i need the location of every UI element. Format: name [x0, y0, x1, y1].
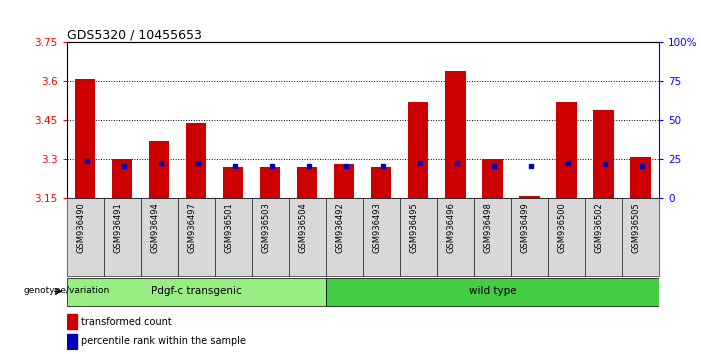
Bar	[67, 314, 77, 329]
Bar	[326, 278, 659, 306]
Text: percentile rank within the sample: percentile rank within the sample	[81, 336, 247, 346]
Bar	[482, 159, 503, 198]
Bar	[186, 123, 206, 198]
Text: GSM936500: GSM936500	[557, 202, 566, 253]
Bar	[252, 198, 289, 276]
Bar	[67, 334, 77, 348]
Bar	[334, 165, 355, 198]
Bar	[260, 167, 280, 198]
Text: GSM936498: GSM936498	[484, 202, 492, 253]
Bar	[289, 198, 326, 276]
Bar	[112, 159, 132, 198]
Text: genotype/variation: genotype/variation	[23, 286, 109, 295]
Bar	[437, 198, 474, 276]
Bar	[474, 198, 511, 276]
Text: GSM936502: GSM936502	[594, 202, 604, 253]
Text: GSM936505: GSM936505	[632, 202, 641, 253]
Bar	[75, 79, 95, 198]
Text: GSM936496: GSM936496	[447, 202, 456, 253]
Bar	[149, 141, 170, 198]
Text: GSM936494: GSM936494	[150, 202, 159, 253]
Bar	[141, 198, 177, 276]
Bar	[215, 198, 252, 276]
Bar	[67, 278, 326, 306]
Text: GDS5320 / 10455653: GDS5320 / 10455653	[67, 28, 201, 41]
Bar	[519, 196, 540, 198]
Bar	[371, 167, 391, 198]
Bar	[363, 198, 400, 276]
Text: GSM936499: GSM936499	[520, 202, 529, 253]
Text: GSM936501: GSM936501	[224, 202, 233, 253]
Bar	[548, 198, 585, 276]
Bar	[104, 198, 141, 276]
Text: GSM936491: GSM936491	[113, 202, 122, 253]
Text: GSM936504: GSM936504	[298, 202, 307, 253]
Bar	[297, 167, 318, 198]
Bar	[408, 102, 428, 198]
Bar	[326, 198, 363, 276]
Bar	[177, 198, 215, 276]
Text: GSM936497: GSM936497	[187, 202, 196, 253]
Bar	[556, 102, 576, 198]
Bar	[400, 198, 437, 276]
Text: GSM936493: GSM936493	[372, 202, 381, 253]
Text: Pdgf-c transgenic: Pdgf-c transgenic	[151, 286, 242, 296]
Text: GSM936490: GSM936490	[76, 202, 85, 253]
Bar	[630, 157, 651, 198]
Text: transformed count: transformed count	[81, 316, 172, 327]
Text: GSM936503: GSM936503	[261, 202, 270, 253]
Bar	[445, 71, 465, 198]
Bar	[511, 198, 548, 276]
Bar	[67, 198, 104, 276]
Text: GSM936492: GSM936492	[335, 202, 344, 253]
Bar	[622, 198, 659, 276]
Bar	[593, 110, 613, 198]
Text: wild type: wild type	[468, 286, 516, 296]
Text: GSM936495: GSM936495	[409, 202, 418, 253]
Bar	[223, 167, 243, 198]
Bar	[585, 198, 622, 276]
